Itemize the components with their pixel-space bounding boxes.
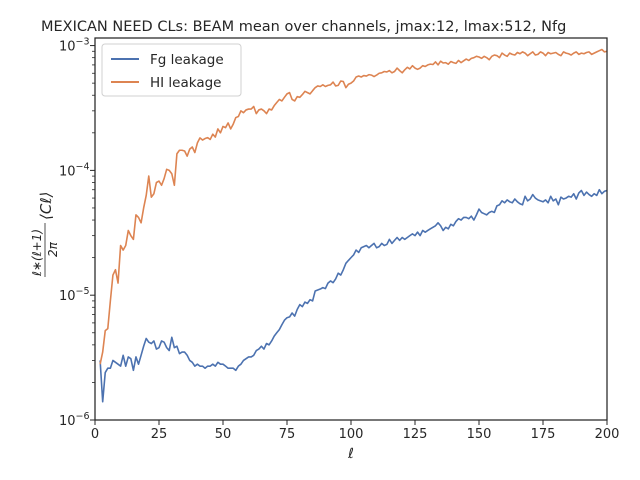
legend: Fg leakage HI leakage xyxy=(101,43,242,97)
x-tick-label: 125 xyxy=(403,427,428,442)
x-tick-label: 25 xyxy=(151,427,168,442)
series-layer xyxy=(99,48,607,403)
y-axis-label-text: ℓ∗(ℓ+1) xyxy=(30,229,44,277)
x-axis: 0 25 50 75 100 125 150 175 200 xyxy=(91,420,620,442)
legend-label-fg: Fg leakage xyxy=(150,52,224,68)
y-axis: 10−3 10−4 10−5 10−6 xyxy=(59,37,95,429)
x-tick-label: 150 xyxy=(467,427,492,442)
legend-label-hi: HI leakage xyxy=(150,75,221,91)
series-line-fg-leakage xyxy=(99,188,607,403)
x-tick-label: 0 xyxy=(91,427,99,442)
x-tick-label: 50 xyxy=(215,427,232,442)
x-axis-label: ℓ xyxy=(347,446,354,462)
y-axis-label: ℓ∗(ℓ+1) 2π ⟨Cℓ⟩ xyxy=(30,192,60,277)
x-tick-label: 200 xyxy=(595,427,620,442)
chart-title: MEXICAN NEED CLs: BEAM mean over channel… xyxy=(41,19,566,35)
y-tick-label: 10−6 xyxy=(59,411,90,429)
x-tick-label: 175 xyxy=(531,427,556,442)
x-tick-label: 100 xyxy=(339,427,364,442)
y-label-fraction-numerator: ℓ∗(ℓ+1) xyxy=(30,229,44,277)
x-tick-label: 75 xyxy=(279,427,296,442)
series-line-hi-leakage xyxy=(99,48,607,365)
y-label-fraction-denominator: 2π xyxy=(46,241,60,257)
y-label-cl: ⟨Cℓ⟩ xyxy=(37,192,55,220)
y-tick-label: 10−4 xyxy=(59,161,90,179)
y-tick-label: 10−5 xyxy=(59,286,90,304)
y-tick-label: 10−3 xyxy=(59,37,90,55)
